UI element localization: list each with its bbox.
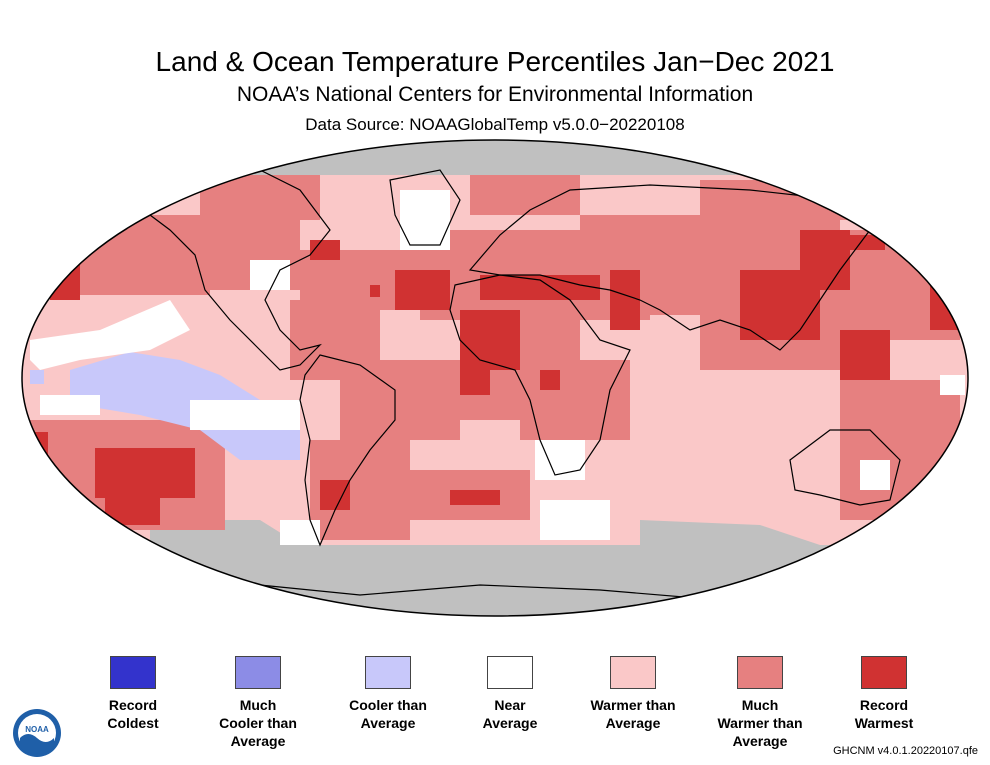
near-average-regions [30,190,965,545]
legend-swatch [737,656,783,689]
legend-item: Much Warmer than Average [685,656,835,750]
globe-border [21,139,969,617]
legend-label: Near Average [482,697,538,731]
eurasia-outline [468,184,871,351]
legend-swatch [861,656,907,689]
legend-label: Much Warmer than Average [717,697,803,749]
arctic-missing-region [22,140,968,175]
australia-outline [789,429,901,506]
legend: Record Coldest Much Cooler than Average Co… [0,650,990,760]
map-title: Land & Ocean Temperature Percentiles Jan… [155,46,835,77]
data-source-label: Data Source: NOAAGlobalTemp v5.0.0−20220… [305,115,685,134]
legend-label: Warmer than Average [590,697,676,731]
legend-label: Cooler than Average [349,697,427,731]
noaa-logo: NOAA [13,709,61,757]
legend-swatch [487,656,533,689]
legend-label: Much Cooler than Average [219,697,297,749]
legend-swatch [610,656,656,689]
legend-item: Much Cooler than Average [183,656,333,750]
southern-ocean-missing [640,520,820,545]
legend-item: Record Coldest [58,656,208,732]
record-warmest-regions [30,230,965,525]
north-america-outline [149,169,331,371]
legend-item: Warmer than Average [558,656,708,732]
legend-label: Record Warmest [854,697,914,731]
cooler-regions [30,352,300,460]
legend-swatch [365,656,411,689]
map-subtitle: NOAA’s National Centers for Environmenta… [236,83,754,106]
legend-swatch [235,656,281,689]
greenland-outline [389,169,461,246]
svg-text:NOAA: NOAA [25,725,49,734]
world-temperature-map [21,139,969,617]
legend-item: Cooler than Average [313,656,463,732]
percentile-field [22,140,968,616]
legend-label: Record Coldest [107,697,159,731]
version-label: GHCNM v4.0.1.20220107.qfe [833,745,978,757]
legend-item: Near Average [435,656,585,732]
south-america-outline [299,354,396,547]
legend-swatch [110,656,156,689]
antarctic-missing-region [22,545,968,616]
legend-item: Record Warmest [809,656,959,732]
africa-outline [449,274,631,476]
